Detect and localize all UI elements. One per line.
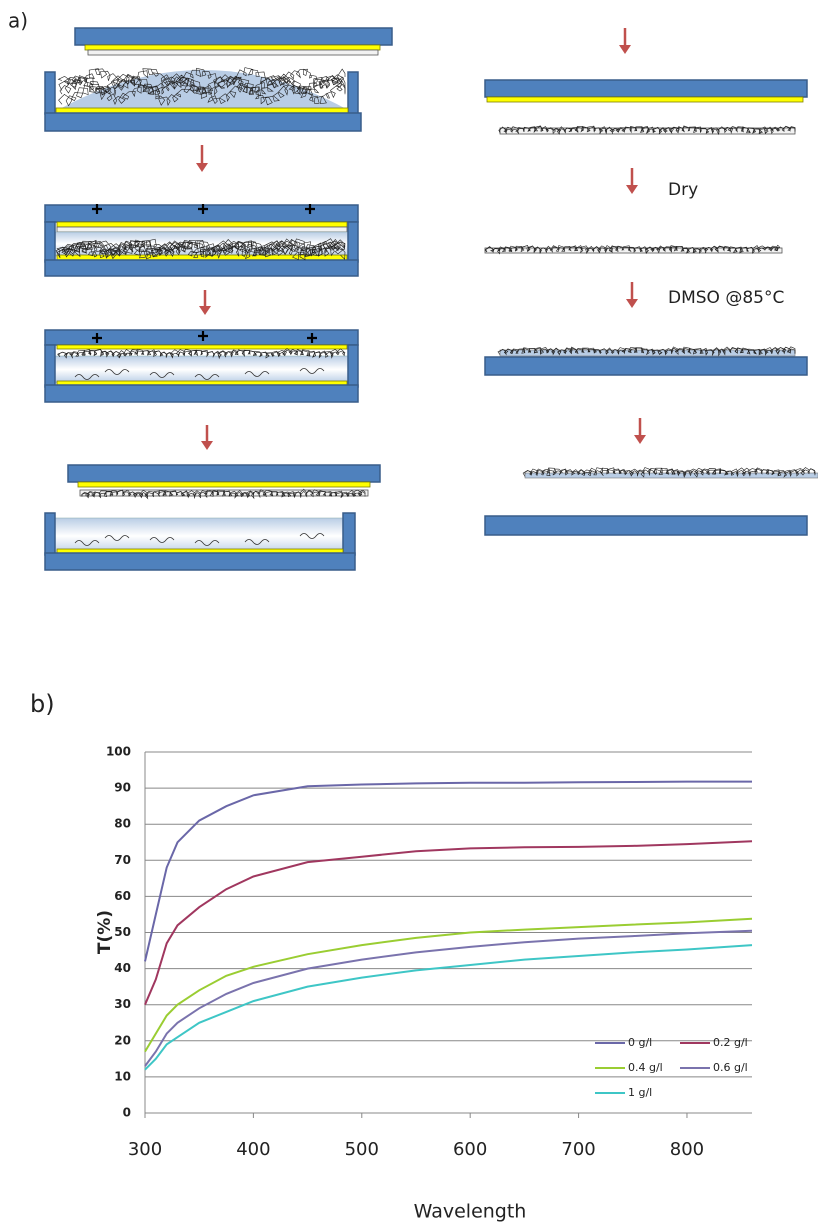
arrow-head — [196, 163, 208, 172]
plate — [68, 465, 380, 482]
plate — [45, 553, 355, 570]
x-tick-label: 400 — [236, 1139, 270, 1160]
step-label: DMSO @85°C — [668, 288, 784, 308]
y-tick-label: 60 — [114, 889, 131, 903]
plate — [485, 357, 807, 375]
wall — [45, 72, 55, 114]
electrode — [78, 482, 370, 487]
y-tick-label: 10 — [114, 1069, 131, 1083]
step-label: Dry — [668, 180, 698, 200]
x-tick-label: 700 — [561, 1139, 595, 1160]
diagram: a) — [8, 9, 818, 571]
legend-label: 1 g/l — [628, 1086, 652, 1099]
arrow-head — [634, 435, 646, 444]
legend-label: 0.6 g/l — [713, 1061, 748, 1074]
y-axis-label: T(%) — [95, 910, 115, 954]
substrate — [57, 227, 347, 232]
series-line — [145, 919, 752, 1052]
legend-label: 0 g/l — [628, 1036, 652, 1049]
y-tick-label: 90 — [114, 781, 131, 795]
panel-label: a) — [8, 9, 28, 33]
wall — [348, 345, 358, 387]
panel-label: b) — [30, 690, 55, 718]
legend-label: 0.4 g/l — [628, 1061, 663, 1074]
x-tick-label: 300 — [128, 1139, 162, 1160]
substrate — [88, 50, 378, 55]
arrow-head — [626, 299, 638, 308]
wall — [343, 513, 355, 555]
y-tick-label: 20 — [114, 1033, 131, 1047]
solution — [55, 518, 345, 554]
figure: a) — [0, 0, 818, 1224]
y-tick-label: 40 — [114, 961, 131, 975]
chart: b) Wavelength T(%) 0 10 20 30 40 50 60 70 80 90 10… — [30, 690, 752, 1223]
plate — [75, 28, 392, 45]
wall — [45, 513, 55, 555]
x-tick-label: 600 — [453, 1139, 487, 1160]
wall — [45, 222, 55, 262]
x-axis-label: Wavelength — [414, 1201, 527, 1223]
y-tick-label: 100 — [106, 745, 131, 759]
plate — [45, 385, 358, 402]
plate — [485, 80, 807, 97]
arrow-head — [619, 45, 631, 54]
y-tick-label: 0 — [123, 1106, 131, 1120]
arrow-head — [626, 185, 638, 194]
legend-label: 0.2 g/l — [713, 1036, 748, 1049]
x-tick-label: 500 — [345, 1139, 379, 1160]
electrode — [487, 97, 803, 102]
x-tick-label: 800 — [670, 1139, 704, 1160]
wall — [45, 345, 55, 387]
electrode — [57, 222, 347, 227]
plate — [45, 113, 361, 131]
electrode — [57, 345, 347, 349]
plate — [485, 516, 807, 535]
electrode — [85, 45, 380, 50]
y-tick-label: 70 — [114, 853, 131, 867]
series-line — [145, 945, 752, 1070]
y-tick-label: 50 — [114, 925, 131, 939]
wall — [348, 222, 358, 262]
arrow-head — [199, 306, 211, 315]
y-tick-label: 80 — [114, 817, 131, 831]
arrow-head — [201, 441, 213, 450]
y-tick-label: 30 — [114, 997, 131, 1011]
plate — [45, 260, 358, 276]
wall — [348, 72, 358, 114]
solution — [55, 356, 349, 383]
